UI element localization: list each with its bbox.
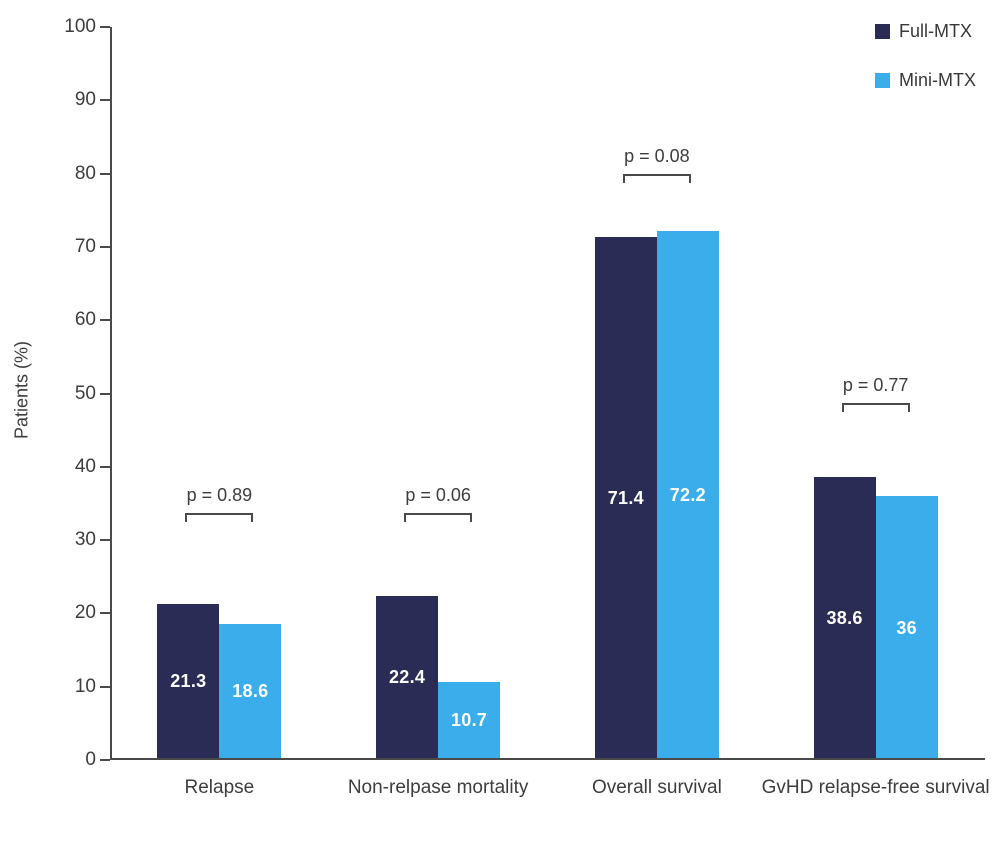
bar-value-label: 21.3 [170, 671, 207, 692]
y-tick-label: 0 [85, 749, 96, 770]
legend-label-full-mtx: Full-MTX [899, 20, 972, 41]
y-tick-label: 90 [74, 89, 96, 111]
bar-value-label: 10.7 [451, 710, 488, 731]
bar-value-label: 22.4 [389, 667, 426, 688]
y-tick-mark [100, 539, 110, 542]
bar-value-label: 72.2 [669, 484, 706, 505]
mini-mtx-bar: 36 [875, 496, 938, 760]
bar-value-label: 36 [896, 617, 917, 638]
y-tick-label: 40 [74, 455, 96, 477]
p-value-label: p = 0.89 [186, 484, 253, 505]
mini-mtx-swatch-icon [875, 72, 890, 88]
p-bracket [404, 512, 473, 522]
x-category-label: GvHD relapse-free survival [761, 777, 990, 798]
y-tick-mark [100, 465, 110, 468]
legend: Full-MTX Mini-MTX [875, 20, 976, 120]
y-tick-mark [100, 172, 110, 175]
y-tick-label: 70 [74, 235, 96, 257]
p-value-label: p = 0.08 [624, 145, 690, 166]
x-category-label: Relapse [184, 777, 255, 798]
y-tick-mark [100, 392, 110, 395]
bar-value-label: 71.4 [607, 487, 644, 508]
full-mtx-swatch-icon [875, 23, 890, 39]
y-tick-mark [100, 612, 110, 615]
x-category-label: Overall survival [591, 777, 722, 798]
y-tick-label: 50 [74, 382, 96, 404]
y-tick-label: 100 [64, 16, 96, 37]
full-mtx-bar: 71.4 [594, 236, 657, 760]
full-mtx-bar: 22.4 [376, 595, 439, 760]
p-value-label: p = 0.06 [405, 484, 471, 505]
p-bracket [185, 512, 254, 522]
y-tick-mark [100, 319, 110, 322]
y-tick-label: 60 [74, 309, 96, 331]
mini-mtx-bar: 18.6 [219, 623, 282, 760]
p-value-label: p = 0.77 [842, 375, 909, 396]
bar-value-label: 38.6 [826, 608, 863, 629]
mini-mtx-bar: 10.7 [438, 681, 501, 760]
y-tick-mark [100, 759, 110, 761]
legend-label-mini-mtx: Mini-MTX [899, 69, 976, 90]
y-axis-title: Patients (%) [11, 340, 32, 440]
y-tick-mark [100, 99, 110, 102]
y-tick-label: 20 [74, 602, 96, 624]
y-tick-mark [100, 245, 110, 248]
mini-mtx-bar: 72.2 [656, 230, 719, 760]
legend-item-mini-mtx: Mini-MTX [875, 69, 976, 90]
bar-value-label: 18.6 [232, 681, 269, 702]
p-bracket [841, 403, 910, 413]
p-bracket [622, 173, 691, 183]
y-tick-mark [100, 26, 110, 28]
x-category-label: Non-relpase mortality [347, 777, 529, 798]
y-tick-mark [100, 685, 110, 688]
legend-item-full-mtx: Full-MTX [875, 20, 976, 41]
full-mtx-bar: 38.6 [813, 477, 876, 760]
y-tick-label: 10 [74, 675, 96, 697]
y-tick-label: 80 [74, 162, 96, 184]
full-mtx-bar: 21.3 [157, 603, 220, 760]
y-tick-label: 30 [74, 529, 96, 551]
